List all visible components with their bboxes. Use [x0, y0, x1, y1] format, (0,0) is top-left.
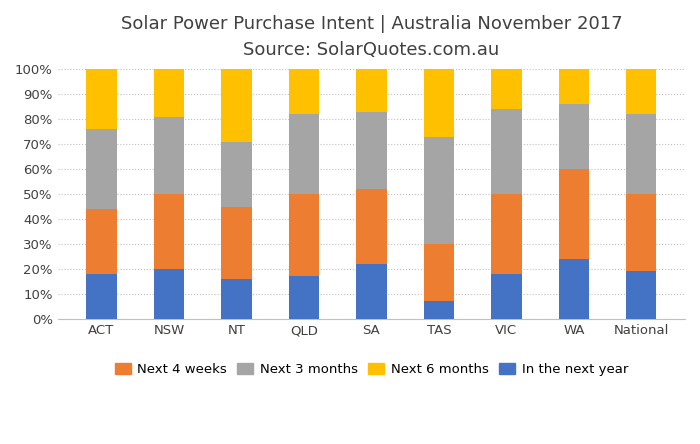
Bar	[626, 69, 657, 114]
Legend: Next 4 weeks, Next 3 months, Next 6 months, In the next year: Next 4 weeks, Next 3 months, Next 6 mont…	[109, 358, 634, 381]
Bar	[491, 69, 522, 109]
Bar	[424, 69, 454, 137]
Bar	[86, 69, 117, 129]
Bar	[154, 69, 184, 117]
Bar	[559, 259, 589, 319]
Bar	[424, 301, 454, 319]
Bar	[288, 194, 319, 277]
Bar	[356, 112, 386, 189]
Bar	[154, 194, 184, 269]
Bar	[626, 114, 657, 194]
Bar	[491, 194, 522, 274]
Bar	[356, 264, 386, 319]
Bar	[288, 277, 319, 319]
Bar	[559, 169, 589, 259]
Bar	[424, 244, 454, 301]
Bar	[154, 269, 184, 319]
Bar	[86, 209, 117, 274]
Bar	[626, 194, 657, 271]
Bar	[356, 69, 386, 112]
Bar	[626, 271, 657, 319]
Bar	[288, 114, 319, 194]
Bar	[559, 104, 589, 169]
Bar	[221, 206, 251, 279]
Bar	[288, 69, 319, 114]
Bar	[86, 274, 117, 319]
Bar	[221, 279, 251, 319]
Bar	[154, 117, 184, 194]
Title: Solar Power Purchase Intent | Australia November 2017
Source: SolarQuotes.com.au: Solar Power Purchase Intent | Australia …	[120, 15, 622, 59]
Bar	[221, 142, 251, 206]
Bar	[221, 69, 251, 142]
Bar	[86, 129, 117, 209]
Bar	[491, 274, 522, 319]
Bar	[491, 109, 522, 194]
Bar	[356, 189, 386, 264]
Bar	[559, 69, 589, 104]
Bar	[424, 137, 454, 244]
